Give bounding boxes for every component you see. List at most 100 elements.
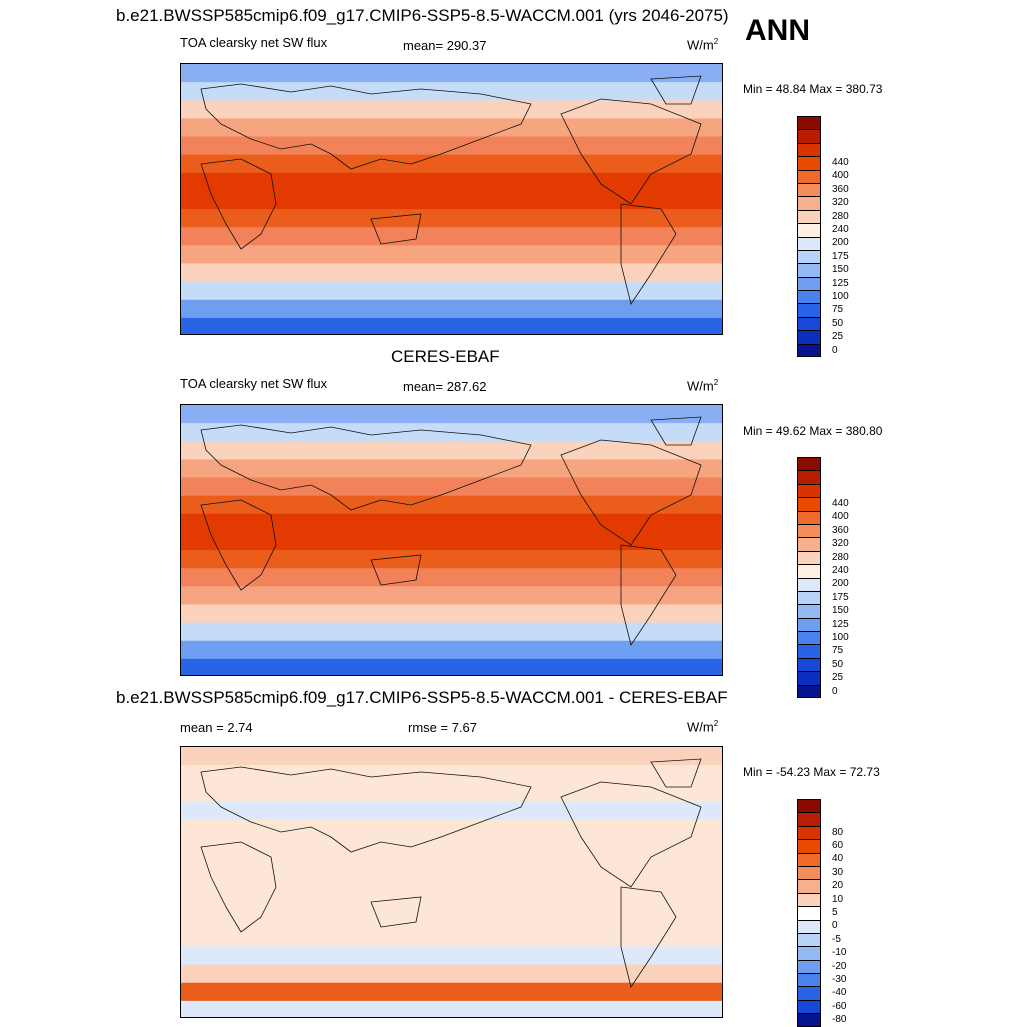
lat-band [181, 299, 722, 319]
colorbar-swatch [797, 564, 821, 578]
coastline [200, 424, 532, 511]
colorbar-tick-label: 175 [832, 250, 849, 262]
coastline [370, 213, 422, 245]
colorbar-swatch [797, 470, 821, 484]
colorbar-swatch [797, 865, 821, 880]
lat-band [181, 604, 722, 624]
coastline [560, 439, 702, 546]
colorbar-swatch [797, 129, 821, 143]
colorbar-tick-label: 400 [832, 170, 849, 182]
colorbar-tick-label: 320 [832, 197, 849, 209]
colorbar-swatch [797, 236, 821, 250]
units-label: W/m2 [687, 378, 719, 394]
colorbar-swatch [797, 330, 821, 344]
coastline [620, 886, 677, 988]
colorbar-tick-label: 200 [832, 578, 849, 590]
minmax-label: Min = -54.23 Max = 72.73 [743, 765, 880, 779]
mean-label: mean= 287.62 [403, 379, 487, 394]
lat-band [181, 1000, 722, 1017]
panel-title: b.e21.BWSSP585cmip6.f09_g17.CMIP6-SSP5-8… [116, 688, 728, 707]
rmse-label: rmse = 7.67 [408, 720, 478, 735]
colorbar-swatch [797, 276, 821, 291]
colorbar-tick-label: 100 [832, 290, 849, 302]
colorbar-swatch [797, 906, 821, 920]
lat-band [181, 441, 722, 461]
colorbar-swatch [797, 263, 821, 277]
lat-band [181, 100, 722, 120]
colorbar-tick-label: 200 [832, 237, 849, 249]
colorbar [797, 116, 821, 358]
colorbar-swatch [797, 483, 821, 498]
colorbar-swatch [797, 825, 821, 840]
colorbar-tick-label: 60 [832, 839, 844, 851]
colorbar-tick-label: -60 [832, 1000, 847, 1012]
colorbar-tick-label: -10 [832, 947, 847, 959]
lat-band [181, 495, 722, 515]
colorbar-tick-label: -80 [832, 1014, 847, 1026]
colorbar-swatch [797, 142, 821, 157]
lat-band [181, 531, 722, 552]
lat-band [181, 118, 722, 138]
colorbar-swatch [797, 590, 821, 605]
colorbar-swatch [797, 932, 821, 947]
colorbar-tick-label: 440 [832, 497, 849, 509]
lat-band [181, 172, 722, 192]
colorbar-tick-label: 0 [832, 344, 838, 356]
colorbar-tick-label: 50 [832, 658, 844, 670]
colorbar-tick-label: 0 [832, 685, 838, 697]
colorbar-tick-label: 75 [832, 304, 844, 316]
lat-band [181, 190, 722, 211]
colorbar-tick-label: 40 [832, 853, 844, 865]
colorbar-swatch [797, 852, 821, 866]
colorbar-swatch [797, 169, 821, 183]
coastline [370, 896, 422, 928]
lat-band [181, 245, 722, 265]
season-label: ANN [745, 14, 810, 47]
colorbar-swatch [797, 879, 821, 893]
colorbar-swatch [797, 892, 821, 907]
colorbar-tick-label: 150 [832, 605, 849, 617]
diff-mean-label: mean = 2.74 [180, 720, 253, 735]
colorbar-swatch [797, 196, 821, 210]
colorbar-swatch [797, 684, 821, 699]
colorbar-swatch [797, 209, 821, 224]
variable-label: TOA clearsky net SW flux [180, 376, 328, 391]
panel-title: CERES-EBAF [391, 347, 500, 366]
colorbar-swatch [797, 657, 821, 672]
colorbar-tick-label: 360 [832, 183, 849, 195]
colorbar [797, 457, 821, 699]
variable-label: TOA clearsky net SW flux [180, 35, 328, 50]
lat-band [181, 64, 722, 84]
colorbar-tick-label: 100 [832, 631, 849, 643]
colorbar-swatch [797, 523, 821, 538]
lat-band [181, 982, 722, 1002]
mean-label: mean= 290.37 [403, 38, 487, 53]
lat-band [181, 640, 722, 660]
colorbar-swatch [797, 577, 821, 591]
lat-band [181, 263, 722, 283]
lat-band [181, 477, 722, 497]
lat-band [181, 801, 722, 821]
coastline [620, 544, 677, 646]
colorbar-swatch [797, 604, 821, 618]
coastline [650, 758, 702, 788]
colorbar-swatch [797, 223, 821, 237]
colorbar-tick-label: 80 [832, 826, 844, 838]
lat-band [181, 819, 722, 839]
map-plot [180, 746, 723, 1018]
colorbar-swatch [797, 550, 821, 565]
lat-band [181, 568, 722, 588]
lat-band [181, 136, 722, 156]
colorbar-swatch [797, 671, 821, 685]
colorbar-tick-label: -30 [832, 973, 847, 985]
colorbar-tick-label: 10 [832, 893, 844, 905]
coastline [200, 158, 277, 250]
figure-title: b.e21.BWSSP585cmip6.f09_g17.CMIP6-SSP5-8… [116, 6, 729, 25]
colorbar-tick-label: 280 [832, 551, 849, 563]
colorbar [797, 799, 821, 1027]
coastline [200, 841, 277, 933]
colorbar-swatch [797, 959, 821, 974]
coastline [560, 98, 702, 205]
colorbar-swatch [797, 999, 821, 1014]
colorbar-swatch [797, 116, 821, 130]
